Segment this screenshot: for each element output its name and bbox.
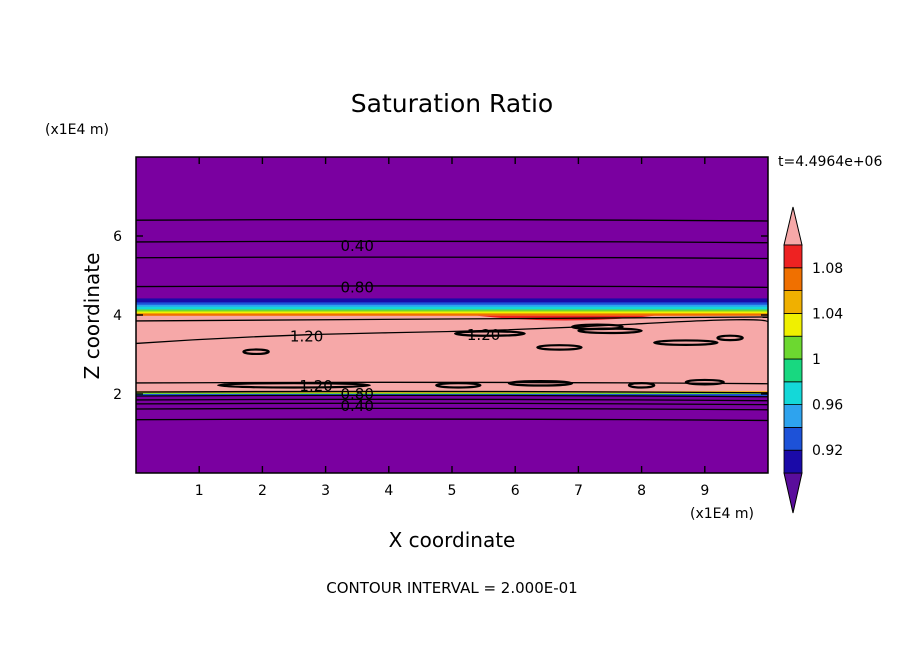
x-axis-title: X coordinate (389, 528, 516, 552)
contour-island (653, 339, 719, 346)
contour-island (570, 323, 624, 331)
x-tick-label: 5 (448, 483, 457, 499)
colorbar-bin (783, 312, 803, 337)
contour-label: 1.20 (290, 328, 323, 346)
band-top-cyan (136, 306, 768, 310)
y-tick-label: 4 (113, 308, 122, 324)
contour-line (135, 398, 769, 402)
contour-line (135, 394, 769, 398)
colorbar-label: 1 (812, 352, 821, 368)
colorbar-bin (783, 335, 803, 360)
colorbar-label: 0.92 (812, 443, 843, 459)
contour-interval-footer: CONTOUR INTERVAL = 2.000E-01 (326, 579, 577, 597)
time-label: t=4.4964e+06 (778, 154, 882, 170)
x-tick-label: 8 (637, 483, 646, 499)
band-top-navy (136, 298, 768, 303)
colorbar-extend-top (783, 206, 803, 246)
band-top-blue (136, 301, 768, 305)
band-top-lightblue (136, 304, 768, 307)
contour-line (135, 316, 769, 322)
contour-lines (135, 218, 769, 422)
band-top-yellow (136, 311, 768, 314)
contour-label: 0.80 (340, 385, 373, 403)
colorbar-bin (783, 358, 803, 383)
y-unit-label: (x1E4 m) (45, 122, 109, 138)
x-tick-label: 3 (321, 483, 330, 499)
y-tick-label: 6 (113, 229, 122, 245)
contour-line (135, 402, 769, 406)
contour-island (536, 344, 583, 351)
contour-island (217, 382, 371, 389)
y-tick-label: 2 (113, 387, 122, 403)
contour-label: 1.20 (299, 377, 332, 395)
band-top-orange (136, 312, 768, 316)
colorbar-label: 1.04 (812, 306, 843, 322)
contour-island (454, 330, 526, 337)
contour-line (135, 285, 769, 288)
contour-line (135, 418, 769, 422)
contour-line (135, 256, 769, 260)
colorbar-bin (783, 426, 803, 451)
colorbar-bin (783, 267, 803, 291)
contour-island (242, 348, 270, 356)
x-tick-label: 2 (258, 483, 267, 499)
colorbar-bin (783, 404, 803, 428)
contour-line (135, 240, 769, 244)
band-top-green (136, 309, 768, 312)
x-tick-label: 1 (195, 483, 204, 499)
contour-label: 0.40 (340, 397, 373, 415)
x-axis-ticks: 1 2 3 4 5 6 7 8 9 (195, 157, 709, 499)
x-unit-label: (x1E4 m) (690, 506, 754, 522)
x-tick-label: 4 (384, 483, 393, 499)
contour-island (627, 382, 656, 389)
contour-line (135, 390, 769, 394)
colorbar-bin (783, 244, 803, 269)
y-axis-title: Z coordinate (80, 253, 104, 380)
band-bottom-green (136, 392, 768, 394)
colorbar-label: 0.96 (812, 398, 843, 414)
contour-line (135, 218, 769, 222)
contour-island (507, 380, 574, 387)
contour-line (135, 407, 769, 411)
contour-label: 1.20 (467, 326, 500, 344)
field-bands (136, 298, 768, 396)
x-tick-label: 7 (574, 483, 583, 499)
colorbar-extend-bottom (783, 472, 803, 514)
colorbar-label: 1.08 (812, 261, 843, 277)
chart-title: Saturation Ratio (351, 89, 553, 118)
contour-island (684, 378, 725, 386)
contour-labels: 0.400.801.20 1.201.20 0.800.40 (290, 237, 500, 415)
saturated-layer (136, 315, 768, 393)
x-tick-label: 6 (511, 483, 520, 499)
contour-label: 0.80 (340, 278, 373, 296)
colorbar-bin (783, 290, 803, 314)
colorbar-bin (783, 449, 803, 474)
contour-island (435, 382, 482, 389)
colorbar-bin (783, 381, 803, 405)
contour-island (716, 334, 744, 342)
y-axis-ticks: 2 4 6 (113, 229, 768, 403)
colorbar: 0.92 0.96 1 1.04 1.08 (783, 206, 843, 514)
x-tick-label: 9 (700, 483, 709, 499)
contour-label: 0.40 (340, 237, 373, 255)
